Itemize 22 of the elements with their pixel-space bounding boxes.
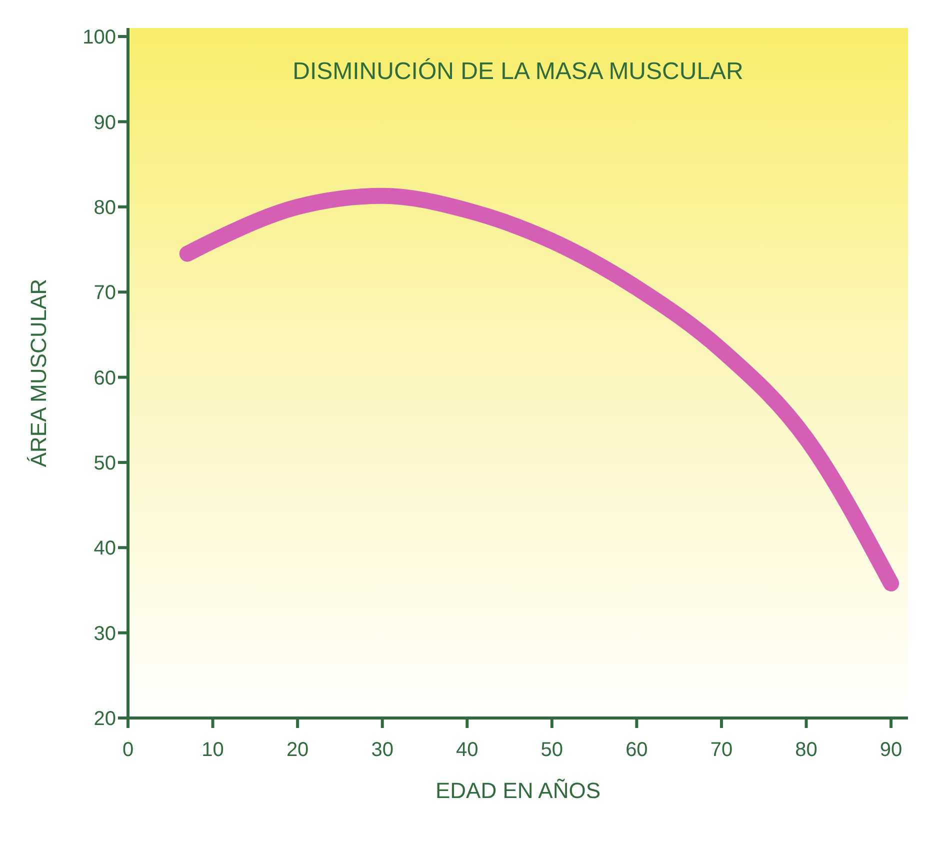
x-tick-label: 50 xyxy=(540,739,564,762)
y-tick-label: 20 xyxy=(94,708,116,730)
x-tick-label: 30 xyxy=(371,739,394,762)
x-tick-label: 20 xyxy=(286,739,309,762)
x-axis-title: EDAD EN AÑOS xyxy=(435,778,601,803)
y-tick-label: 90 xyxy=(94,112,116,134)
y-tick-label: 30 xyxy=(94,622,116,645)
x-tick-label: 10 xyxy=(202,739,224,762)
y-tick-label: 60 xyxy=(94,367,116,390)
x-tick-label: 40 xyxy=(456,739,478,762)
y-tick-label: 80 xyxy=(94,196,116,219)
x-tick-label: 70 xyxy=(710,739,733,762)
y-tick-label: 40 xyxy=(94,538,116,560)
x-tick-label: 60 xyxy=(626,739,648,762)
text: DISMINUCIÓN DE LA MASA MUSCULAR xyxy=(292,58,744,86)
x-tick-label: 90 xyxy=(880,739,902,762)
y-tick-label: 100 xyxy=(82,26,116,49)
y-tick-label: 70 xyxy=(94,282,116,304)
y-axis-title: ÁREA MUSCULAR xyxy=(26,278,51,468)
x-tick-label: 80 xyxy=(795,739,818,762)
y-tick-label: 50 xyxy=(94,452,116,475)
x-tick-label: 0 xyxy=(122,739,134,762)
